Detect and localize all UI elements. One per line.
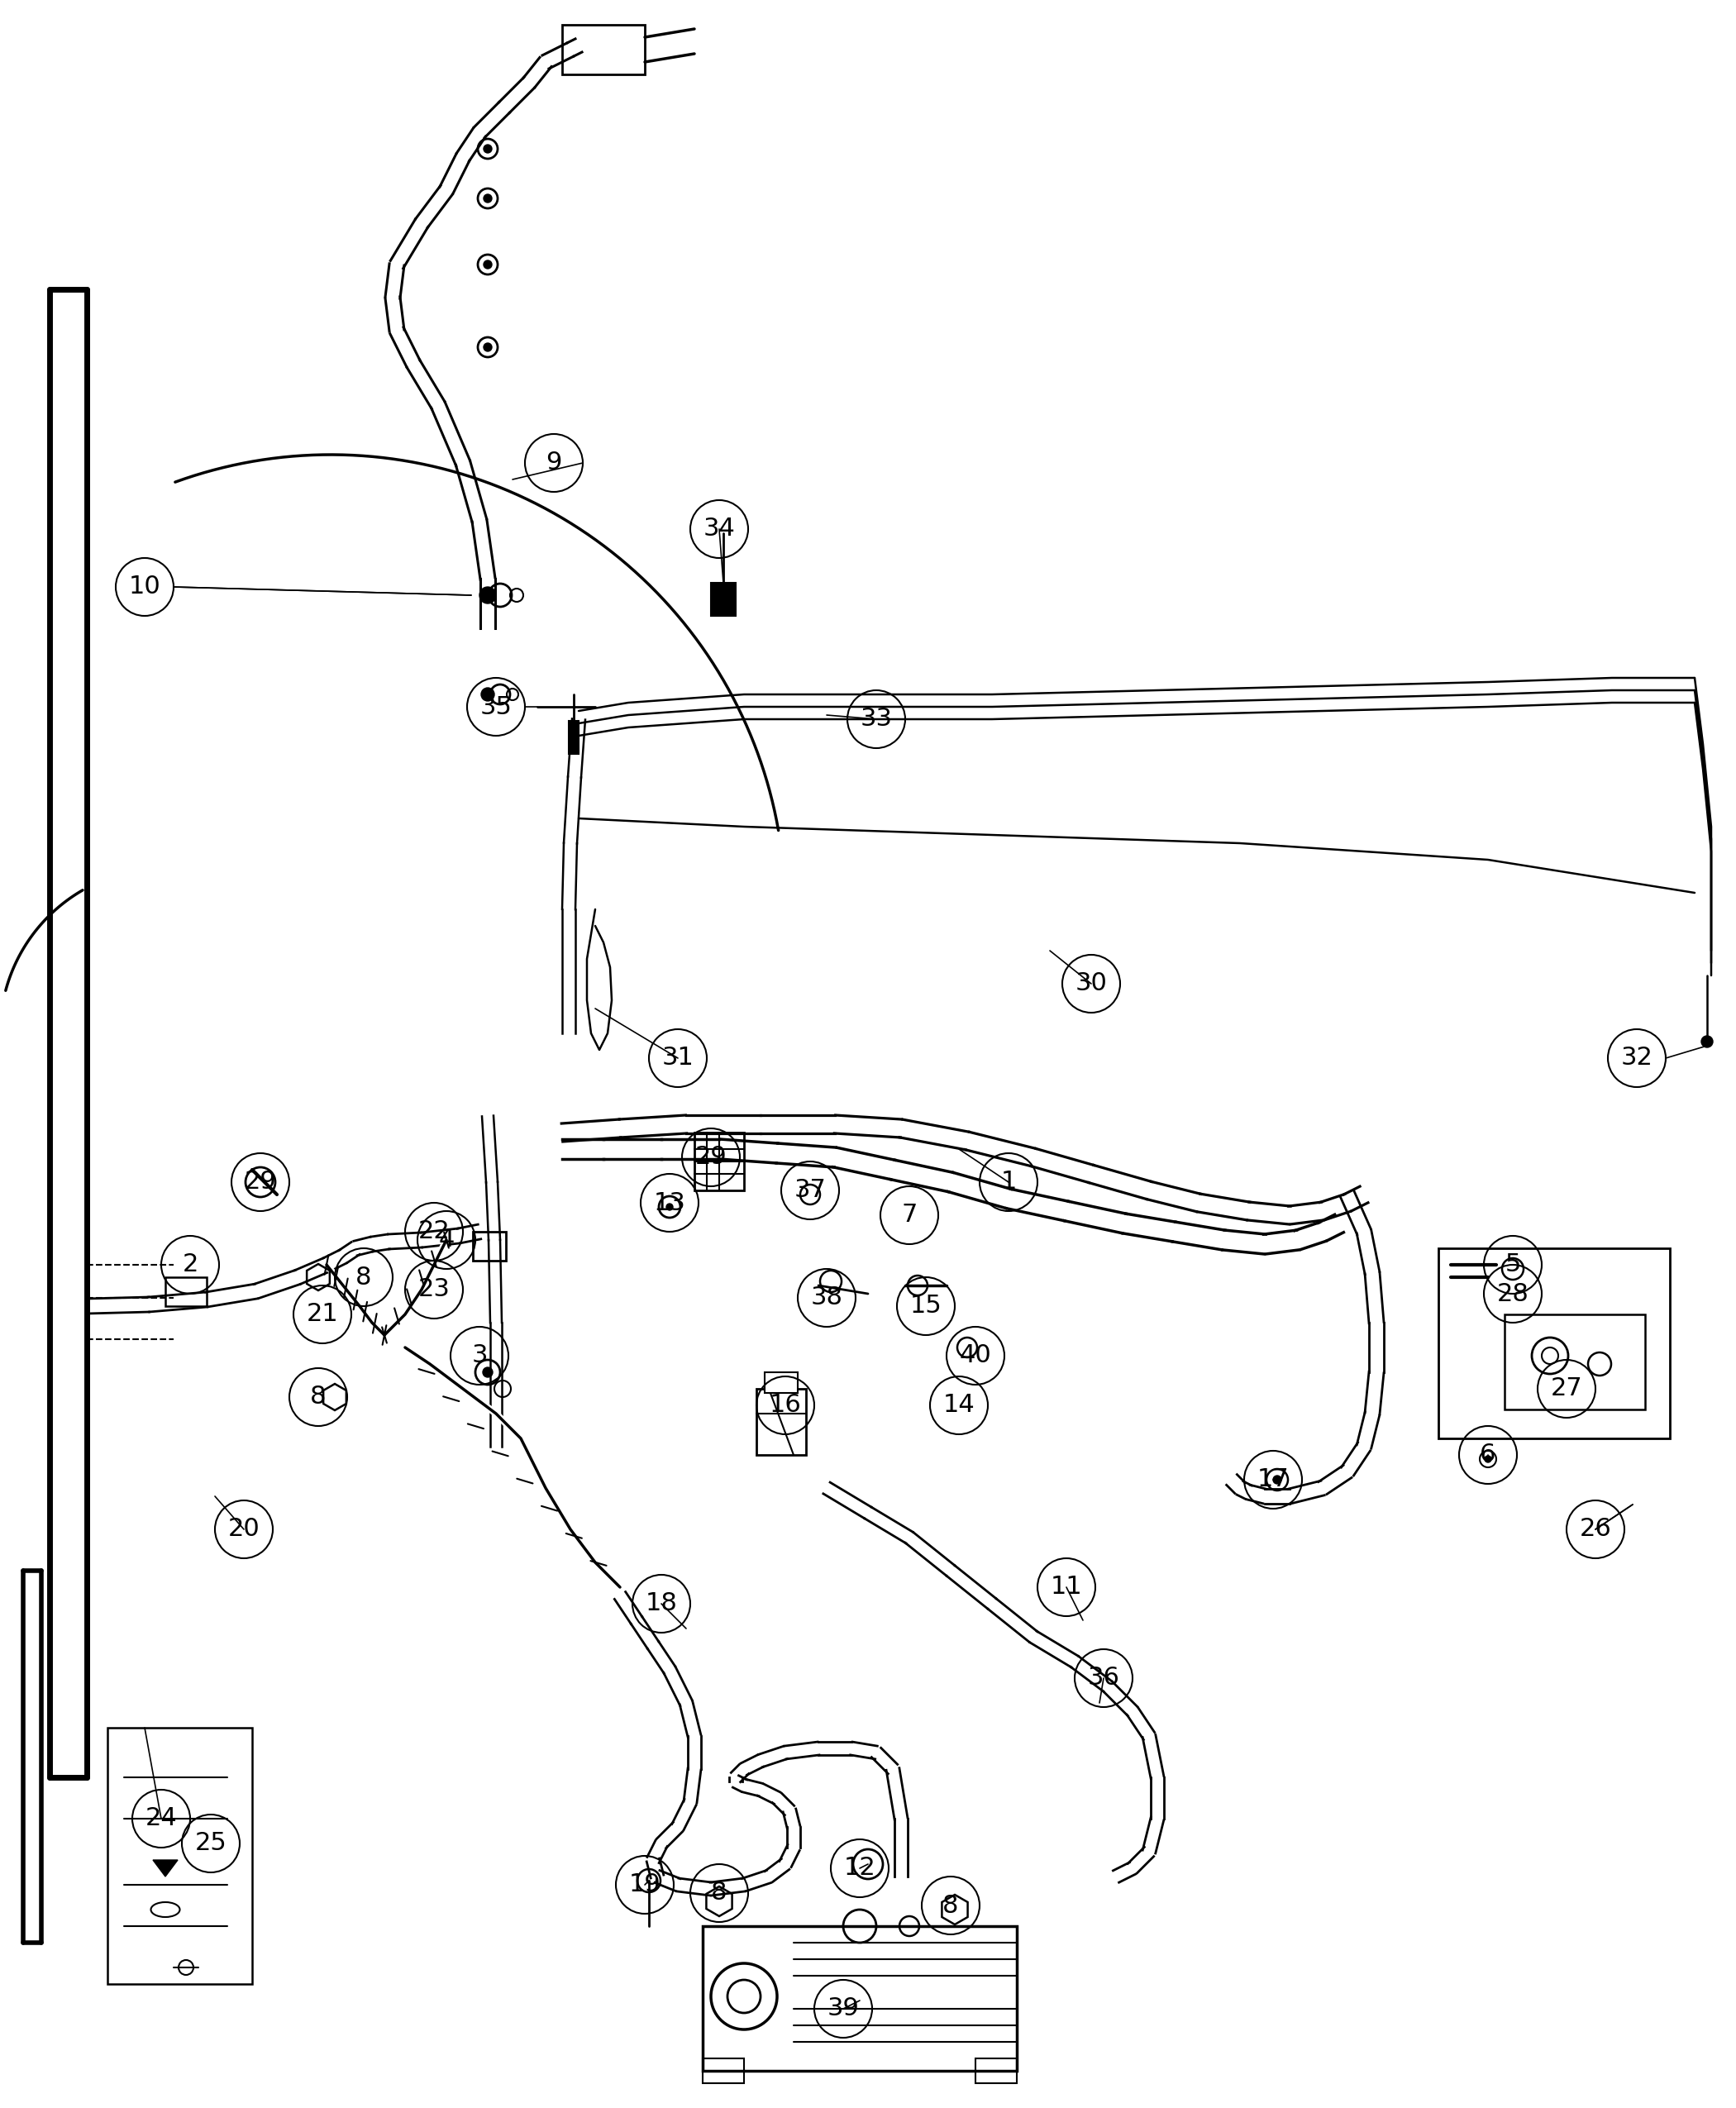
Bar [976, 2057, 1017, 2083]
Circle shape [481, 687, 495, 702]
Text: 13: 13 [653, 1191, 686, 1214]
Text: 35: 35 [479, 696, 512, 719]
Text: 8: 8 [311, 1385, 326, 1408]
Text: 10: 10 [128, 575, 161, 599]
Text: 33: 33 [859, 706, 892, 731]
Text: 8: 8 [712, 1880, 727, 1906]
Bar [712, 582, 736, 616]
Text: 22: 22 [418, 1221, 450, 1244]
Text: 3: 3 [472, 1343, 488, 1368]
Text: 9: 9 [545, 451, 562, 474]
Circle shape [479, 586, 496, 603]
Text: 15: 15 [910, 1294, 943, 1318]
Text: 20: 20 [227, 1518, 260, 1541]
Circle shape [1272, 1476, 1281, 1484]
Circle shape [667, 1204, 674, 1210]
Text: 5: 5 [1505, 1252, 1521, 1277]
Text: 8: 8 [356, 1265, 372, 1290]
Bar [703, 2057, 745, 2083]
Text: 18: 18 [646, 1592, 677, 1615]
Text: 1: 1 [1000, 1170, 1017, 1193]
Text: 25: 25 [194, 1832, 227, 1855]
Text: 32: 32 [1621, 1046, 1653, 1071]
Circle shape [483, 1368, 493, 1377]
Bar [472, 1231, 505, 1261]
Text: 36: 36 [1087, 1665, 1120, 1691]
Text: 40: 40 [960, 1343, 991, 1368]
Text: 23: 23 [418, 1277, 450, 1301]
Text: 38: 38 [811, 1286, 842, 1309]
Text: 26: 26 [1580, 1518, 1611, 1541]
Text: 37: 37 [793, 1178, 826, 1202]
Text: 27: 27 [1550, 1377, 1583, 1402]
Text: 7: 7 [901, 1204, 917, 1227]
Text: 17: 17 [1257, 1467, 1290, 1492]
Bar [1505, 1315, 1646, 1410]
Text: 21: 21 [306, 1303, 339, 1326]
Text: 12: 12 [844, 1857, 875, 1880]
Text: 30: 30 [1075, 972, 1108, 995]
Circle shape [1701, 1035, 1713, 1048]
Text: 2: 2 [182, 1252, 198, 1277]
Bar [694, 1132, 745, 1191]
Bar [108, 1729, 252, 1984]
Polygon shape [153, 1859, 177, 1876]
Text: 14: 14 [943, 1393, 976, 1417]
Text: 6: 6 [1481, 1444, 1496, 1467]
Bar [562, 25, 644, 74]
Text: 34: 34 [703, 516, 736, 542]
Text: 28: 28 [1496, 1282, 1529, 1305]
Bar [1439, 1248, 1670, 1438]
Text: 24: 24 [146, 1807, 177, 1830]
Text: 29: 29 [245, 1170, 276, 1193]
Bar [764, 1372, 799, 1393]
Bar [569, 721, 578, 755]
Bar [757, 1389, 806, 1455]
Text: 39: 39 [826, 1996, 859, 2022]
Bar [703, 1927, 1017, 2070]
Circle shape [484, 344, 491, 352]
Circle shape [484, 261, 491, 268]
Text: 19: 19 [628, 1872, 661, 1897]
Text: 4: 4 [439, 1229, 455, 1252]
Text: 29: 29 [694, 1145, 727, 1170]
Text: 31: 31 [661, 1046, 694, 1071]
Text: 11: 11 [1050, 1575, 1083, 1600]
Circle shape [484, 194, 491, 202]
Text: 8: 8 [943, 1893, 958, 1918]
Circle shape [1484, 1457, 1491, 1463]
Circle shape [484, 145, 491, 154]
Text: 16: 16 [769, 1393, 802, 1417]
Bar [165, 1277, 207, 1307]
